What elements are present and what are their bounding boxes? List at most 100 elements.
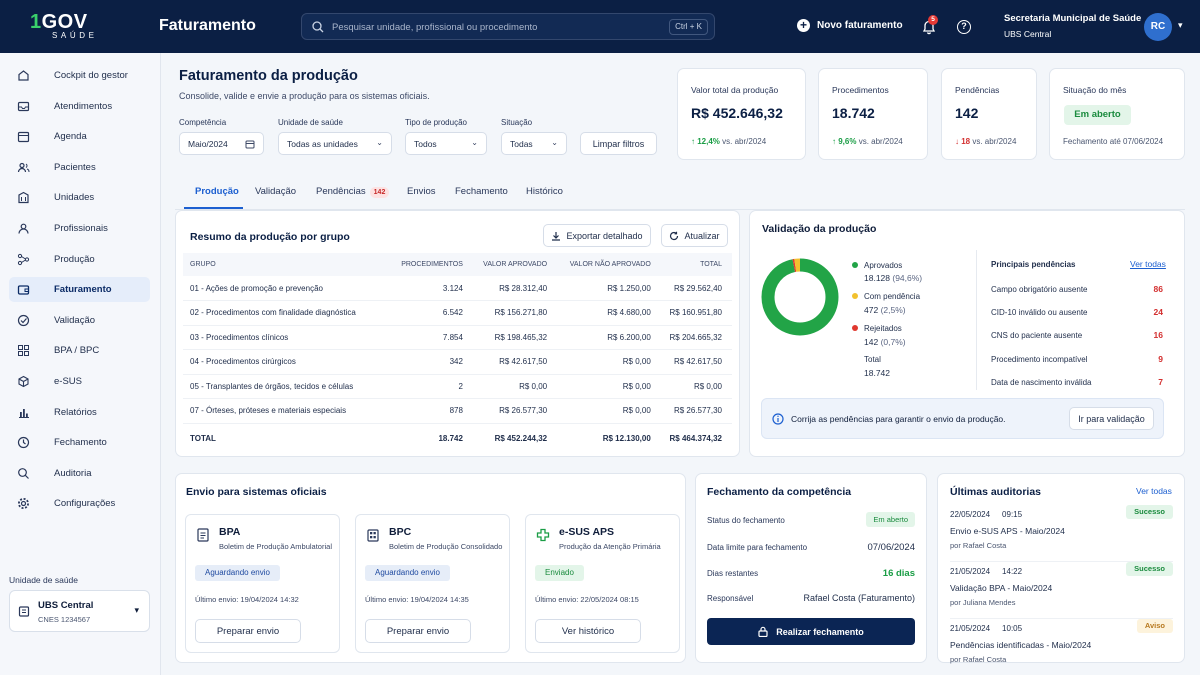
go-validation-button[interactable]: Ir para validação (1069, 407, 1154, 430)
app-logo[interactable]: 1GOV SAÚDE (30, 12, 100, 42)
status-badge: Aguardando envio (195, 565, 280, 581)
tab-pendencias[interactable]: Pendências 142 (316, 186, 390, 198)
sidebar-item-cockpit-do-gestor[interactable]: Cockpit do gestor (9, 63, 150, 88)
unidade-select[interactable]: Todas as unidades ⌄ (278, 132, 392, 155)
column-header: TOTAL (660, 253, 732, 276)
table-row[interactable]: 07 - Órteses, próteses e materiais espec… (183, 398, 732, 424)
send-system-desc: Boletim de Produção Ambulatorial (219, 542, 332, 551)
table-row[interactable]: 02 - Procedimentos com finalidade diagnó… (183, 300, 732, 326)
search-bar[interactable]: Ctrl + K (301, 13, 715, 40)
kpi-delta-text: vs. abr/2024 (970, 137, 1017, 146)
search-input[interactable] (332, 19, 662, 35)
chevron-down-icon: ⌄ (471, 138, 478, 147)
issues-view-all-link[interactable]: Ver todas (1130, 259, 1166, 269)
org-info[interactable]: Secretaria Municipal de Saúde UBS Centra… (1004, 13, 1141, 39)
validation-title: Validação da produção (762, 223, 877, 235)
closing-deadline-value: 07/06/2024 (867, 542, 915, 553)
sidebar-item-agenda[interactable]: Agenda (9, 124, 150, 149)
legend-pct: (0,7%) (880, 337, 906, 347)
prepare-send-button[interactable]: Preparar envio (195, 619, 301, 643)
issue-label[interactable]: Data de nascimento inválida (991, 377, 1092, 387)
audit-item[interactable]: 21/05/2024 14:22 Validação BPA - Maio/2024… (950, 562, 1173, 619)
closing-title: Fechamento da competência (707, 486, 852, 498)
sidebar-item-auditoria[interactable]: Auditoria (9, 461, 150, 486)
audits-view-all-link[interactable]: Ver todas (1136, 486, 1172, 496)
new-billing-button[interactable]: + Novo faturamento (797, 19, 903, 32)
tab-validacao[interactable]: Validação (255, 186, 296, 197)
kpi-delta-text: vs. abr/2024 (719, 137, 767, 146)
issue-label[interactable]: Campo obrigatório ausente (991, 285, 1088, 294)
table-row[interactable]: 04 - Procedimentos cirúrgicos 342 R$ 42.61… (183, 349, 732, 375)
table-cell: 07 - Órteses, próteses e materiais espec… (183, 398, 392, 424)
table-row[interactable]: 01 - Ações de promoção e prevenção 3.124 R… (183, 276, 732, 301)
legend-label: Aprovados (864, 261, 903, 270)
sidebar-item-profissionais[interactable]: Profissionais (9, 216, 150, 241)
sidebar-item-relatorios[interactable]: Relatórios (9, 400, 150, 425)
sidebar-item-validacao[interactable]: Validação (9, 308, 150, 333)
tab-envios[interactable]: Envios (407, 186, 436, 197)
legend-label: Com pendência (864, 292, 921, 301)
org-name: Secretaria Municipal de Saúde (1004, 13, 1142, 24)
issue-label[interactable]: CNS do paciente ausente (991, 331, 1083, 341)
table-cell: 6.542 (391, 300, 473, 326)
audit-date: 21/05/2024 (950, 567, 991, 576)
close-competence-button[interactable]: Realizar fechamento (707, 618, 915, 645)
tab-fechamento[interactable]: Fechamento (455, 186, 508, 197)
audit-title: Validação BPA - Maio/2024 (950, 583, 1053, 593)
kpi-delta-value: 18 (961, 137, 971, 146)
sidebar-item-label: Faturamento (54, 284, 112, 296)
table-cell: R$ 0,00 (660, 374, 732, 399)
status-badge: Enviado (535, 565, 584, 581)
active-tab-indicator (184, 207, 243, 209)
export-button[interactable]: Exportar detalhado (543, 224, 651, 247)
tab-label: Fechamento (455, 186, 508, 197)
table-row[interactable]: 03 - Procedimentos clínicos 7.854 R$ 198.4… (183, 325, 732, 350)
kpi-label: Pendências (955, 85, 1000, 95)
legend-value: 18.128 (94,6%) (864, 273, 922, 283)
issue-label[interactable]: Procedimento incompatível (991, 354, 1088, 364)
inbox-icon (17, 100, 42, 113)
search-shortcut: Ctrl + K (669, 19, 708, 35)
last-send-text: Último envio: 22/05/2024 08:15 (535, 595, 639, 604)
sidebar-item-unidades[interactable]: Unidades (9, 185, 150, 210)
audit-datetime: 21/05/2024 10:05 (950, 624, 1022, 633)
calendar-icon (245, 140, 255, 149)
chevron-down-icon[interactable]: ▾ (1178, 20, 1183, 30)
closing-remaining-row: Dias restantes 16 dias (707, 568, 915, 579)
sidebar-item-atendimentos[interactable]: Atendimentos (9, 94, 150, 119)
avatar[interactable]: RC (1144, 13, 1172, 41)
sidebar-item-e-sus[interactable]: e-SUS (9, 369, 150, 394)
tipo-select[interactable]: Todos ⌄ (405, 132, 487, 155)
unidade-value: Todas as unidades (287, 138, 358, 149)
user-icon (17, 222, 42, 235)
tipo-label: Tipo de produção (405, 118, 467, 127)
sidebar-item-fechamento[interactable]: Fechamento (9, 430, 150, 455)
sidebar-item-bpa-bpc[interactable]: BPA / BPC (9, 338, 150, 363)
unit-selector[interactable]: UBS Central CNES 1234567 ▾ (9, 590, 150, 632)
sidebar-item-configuracoes[interactable]: Configurações (9, 491, 150, 516)
audits-title: Últimas auditorias (950, 486, 1042, 498)
audit-item[interactable]: 22/05/2024 09:15 Envio e-SUS APS - Maio/20… (950, 505, 1173, 562)
table-row[interactable]: 05 - Transplantes de órgãos, tecidos e c… (183, 374, 732, 399)
prepare-send-button[interactable]: Preparar envio (365, 619, 471, 643)
help-icon[interactable]: ? (957, 20, 971, 34)
sidebar-item-label: Pacientes (54, 161, 96, 173)
sidebar-item-faturamento[interactable]: Faturamento (9, 277, 150, 303)
refresh-icon (670, 231, 679, 240)
sidebar-item-producao[interactable]: Produção (9, 247, 150, 272)
sidebar-item-pacientes[interactable]: Pacientes (9, 155, 150, 180)
refresh-button[interactable]: Atualizar (661, 224, 728, 247)
audit-item[interactable]: 21/05/2024 10:05 Pendências identificadas … (950, 619, 1173, 675)
issue-label[interactable]: CID-10 inválido ou ausente (991, 308, 1088, 318)
tab-label: Histórico (526, 186, 563, 197)
donut-segment-pending (761, 258, 839, 336)
info-icon (772, 413, 784, 425)
competencia-select[interactable]: Maio/2024 (179, 132, 264, 155)
audit-date: 22/05/2024 (950, 510, 991, 519)
clear-filters-button[interactable]: Limpar filtros (580, 132, 657, 155)
situacao-select[interactable]: Todas ⌄ (501, 132, 567, 155)
kpi-delta: ↓ 18 vs. abr/2024 (955, 137, 1016, 146)
tab-historico[interactable]: Histórico (526, 186, 563, 197)
view-history-button[interactable]: Ver histórico (535, 619, 641, 643)
tab-producao[interactable]: Produção (195, 186, 239, 197)
